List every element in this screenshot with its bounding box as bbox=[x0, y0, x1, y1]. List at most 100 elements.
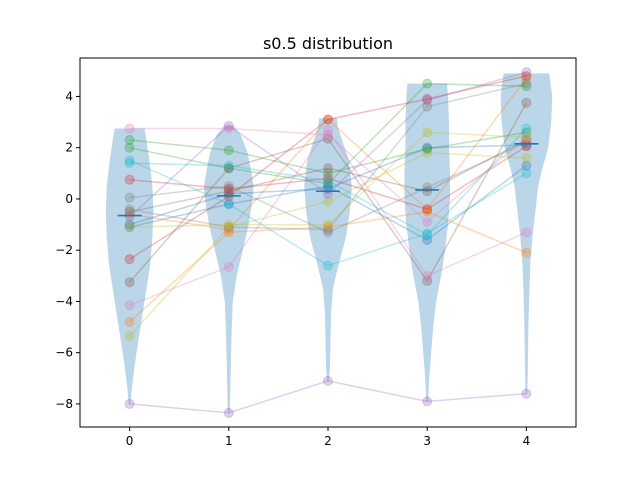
data-point-6-1 bbox=[223, 261, 234, 272]
series-lines bbox=[129, 71, 528, 414]
data-point-6-2 bbox=[323, 124, 333, 135]
data-point-5-1 bbox=[223, 163, 234, 174]
data-point-0-1 bbox=[223, 199, 234, 210]
data-point-4-4 bbox=[521, 388, 532, 399]
data-point-9-2 bbox=[323, 260, 333, 271]
series-line-8 bbox=[129, 152, 527, 337]
data-point-5-4 bbox=[521, 97, 532, 108]
y-tick-label-4: 4 bbox=[65, 89, 73, 103]
series-line-5 bbox=[129, 102, 528, 283]
data-point-16-0 bbox=[124, 123, 135, 134]
data-point-7-1 bbox=[223, 181, 234, 192]
data-point-6-3 bbox=[422, 270, 433, 281]
data-point-2-0 bbox=[124, 142, 135, 153]
data-point-6-0 bbox=[124, 300, 135, 311]
y-tick-label-0: 0 bbox=[65, 192, 73, 206]
data-point-0-0 bbox=[124, 222, 135, 233]
data-point-11-1 bbox=[223, 227, 234, 238]
data-point-14-4 bbox=[521, 67, 532, 78]
series-line-6 bbox=[129, 128, 527, 306]
data-point-8-3 bbox=[422, 147, 433, 158]
data-point-1-3 bbox=[422, 204, 433, 215]
data-point-15-2 bbox=[323, 163, 333, 174]
series-line-19 bbox=[129, 127, 527, 236]
data-point-18-3 bbox=[422, 127, 433, 138]
data-point-12-4 bbox=[521, 127, 532, 138]
data-point-7-2 bbox=[323, 227, 333, 238]
data-point-12-2 bbox=[323, 168, 333, 179]
data-point-3-3 bbox=[422, 94, 433, 104]
data-point-17-2 bbox=[323, 224, 333, 235]
data-point-2-1 bbox=[223, 163, 234, 174]
data-point-18-2 bbox=[323, 219, 333, 230]
x-tick-label-1: 1 bbox=[225, 434, 233, 448]
data-point-9-0 bbox=[124, 155, 135, 166]
violin-3 bbox=[404, 83, 450, 402]
axes: 0 1 2 3 4 −8 −6 −4 −2 0 2 4 bbox=[55, 57, 577, 448]
data-point-5-2 bbox=[323, 133, 333, 144]
data-point-4-1 bbox=[223, 407, 234, 418]
data-point-13-2 bbox=[323, 173, 333, 184]
series-line-2 bbox=[129, 82, 527, 185]
data-point-0-3 bbox=[422, 234, 433, 245]
data-point-11-0 bbox=[124, 316, 135, 327]
data-point-10-0 bbox=[124, 219, 135, 230]
data-point-11-4 bbox=[521, 247, 532, 258]
data-point-18-1 bbox=[223, 219, 234, 230]
data-point-4-3 bbox=[422, 396, 433, 407]
data-point-19-4 bbox=[521, 123, 532, 134]
data-point-16-3 bbox=[422, 217, 433, 227]
data-point-12-0 bbox=[124, 135, 135, 145]
y-tick-label-2: 2 bbox=[65, 141, 73, 155]
series-line-12 bbox=[129, 131, 527, 175]
data-point-11-2 bbox=[323, 222, 333, 233]
data-point-18-4 bbox=[521, 132, 532, 143]
data-point-10-3 bbox=[422, 142, 433, 153]
series-line-9 bbox=[129, 159, 527, 267]
y-tick-label--2: −2 bbox=[55, 243, 73, 257]
chart-title: s0.5 distribution bbox=[263, 34, 393, 53]
data-point-13-3 bbox=[422, 204, 433, 215]
data-point-16-4 bbox=[521, 132, 532, 143]
data-point-1-2 bbox=[323, 114, 333, 125]
median-markers bbox=[117, 143, 539, 217]
series-line-11 bbox=[129, 211, 527, 323]
data-point-17-0 bbox=[124, 204, 135, 215]
series-line-4 bbox=[129, 380, 527, 414]
series-line-0 bbox=[129, 164, 527, 241]
data-point-3-2 bbox=[323, 114, 333, 125]
data-point-14-1 bbox=[223, 120, 234, 131]
y-tick-label--4: −4 bbox=[55, 294, 73, 308]
violin-0 bbox=[105, 128, 154, 404]
series-line-16 bbox=[129, 127, 527, 223]
series-line-7 bbox=[129, 141, 527, 234]
series-line-15 bbox=[129, 139, 527, 213]
data-point-19-1 bbox=[223, 160, 234, 171]
data-point-8-0 bbox=[124, 331, 135, 342]
data-points bbox=[124, 67, 532, 418]
data-point-5-0 bbox=[124, 277, 135, 288]
data-point-7-4 bbox=[521, 137, 532, 148]
x-tick-label-2: 2 bbox=[324, 434, 332, 448]
data-point-6-4 bbox=[521, 227, 532, 238]
data-point-8-4 bbox=[521, 152, 532, 163]
data-point-5-3 bbox=[422, 275, 433, 286]
data-point-19-0 bbox=[124, 158, 135, 169]
data-point-17-4 bbox=[521, 78, 532, 89]
data-point-1-0 bbox=[124, 209, 135, 220]
violin-1 bbox=[204, 125, 254, 413]
x-tick-label-0: 0 bbox=[126, 434, 134, 448]
data-point-19-2 bbox=[323, 176, 333, 186]
data-point-17-1 bbox=[223, 222, 234, 233]
data-point-9-4 bbox=[521, 168, 532, 179]
series-line-18 bbox=[129, 131, 527, 228]
data-point-8-2 bbox=[323, 196, 333, 207]
data-point-3-4 bbox=[521, 70, 532, 81]
data-point-14-3 bbox=[422, 95, 433, 106]
data-point-19-3 bbox=[422, 229, 433, 240]
series-line-10 bbox=[129, 144, 527, 226]
data-point-9-3 bbox=[422, 228, 433, 239]
y-tick-label--6: −6 bbox=[55, 346, 73, 360]
data-point-11-3 bbox=[422, 206, 433, 217]
data-point-1-1 bbox=[223, 224, 234, 235]
